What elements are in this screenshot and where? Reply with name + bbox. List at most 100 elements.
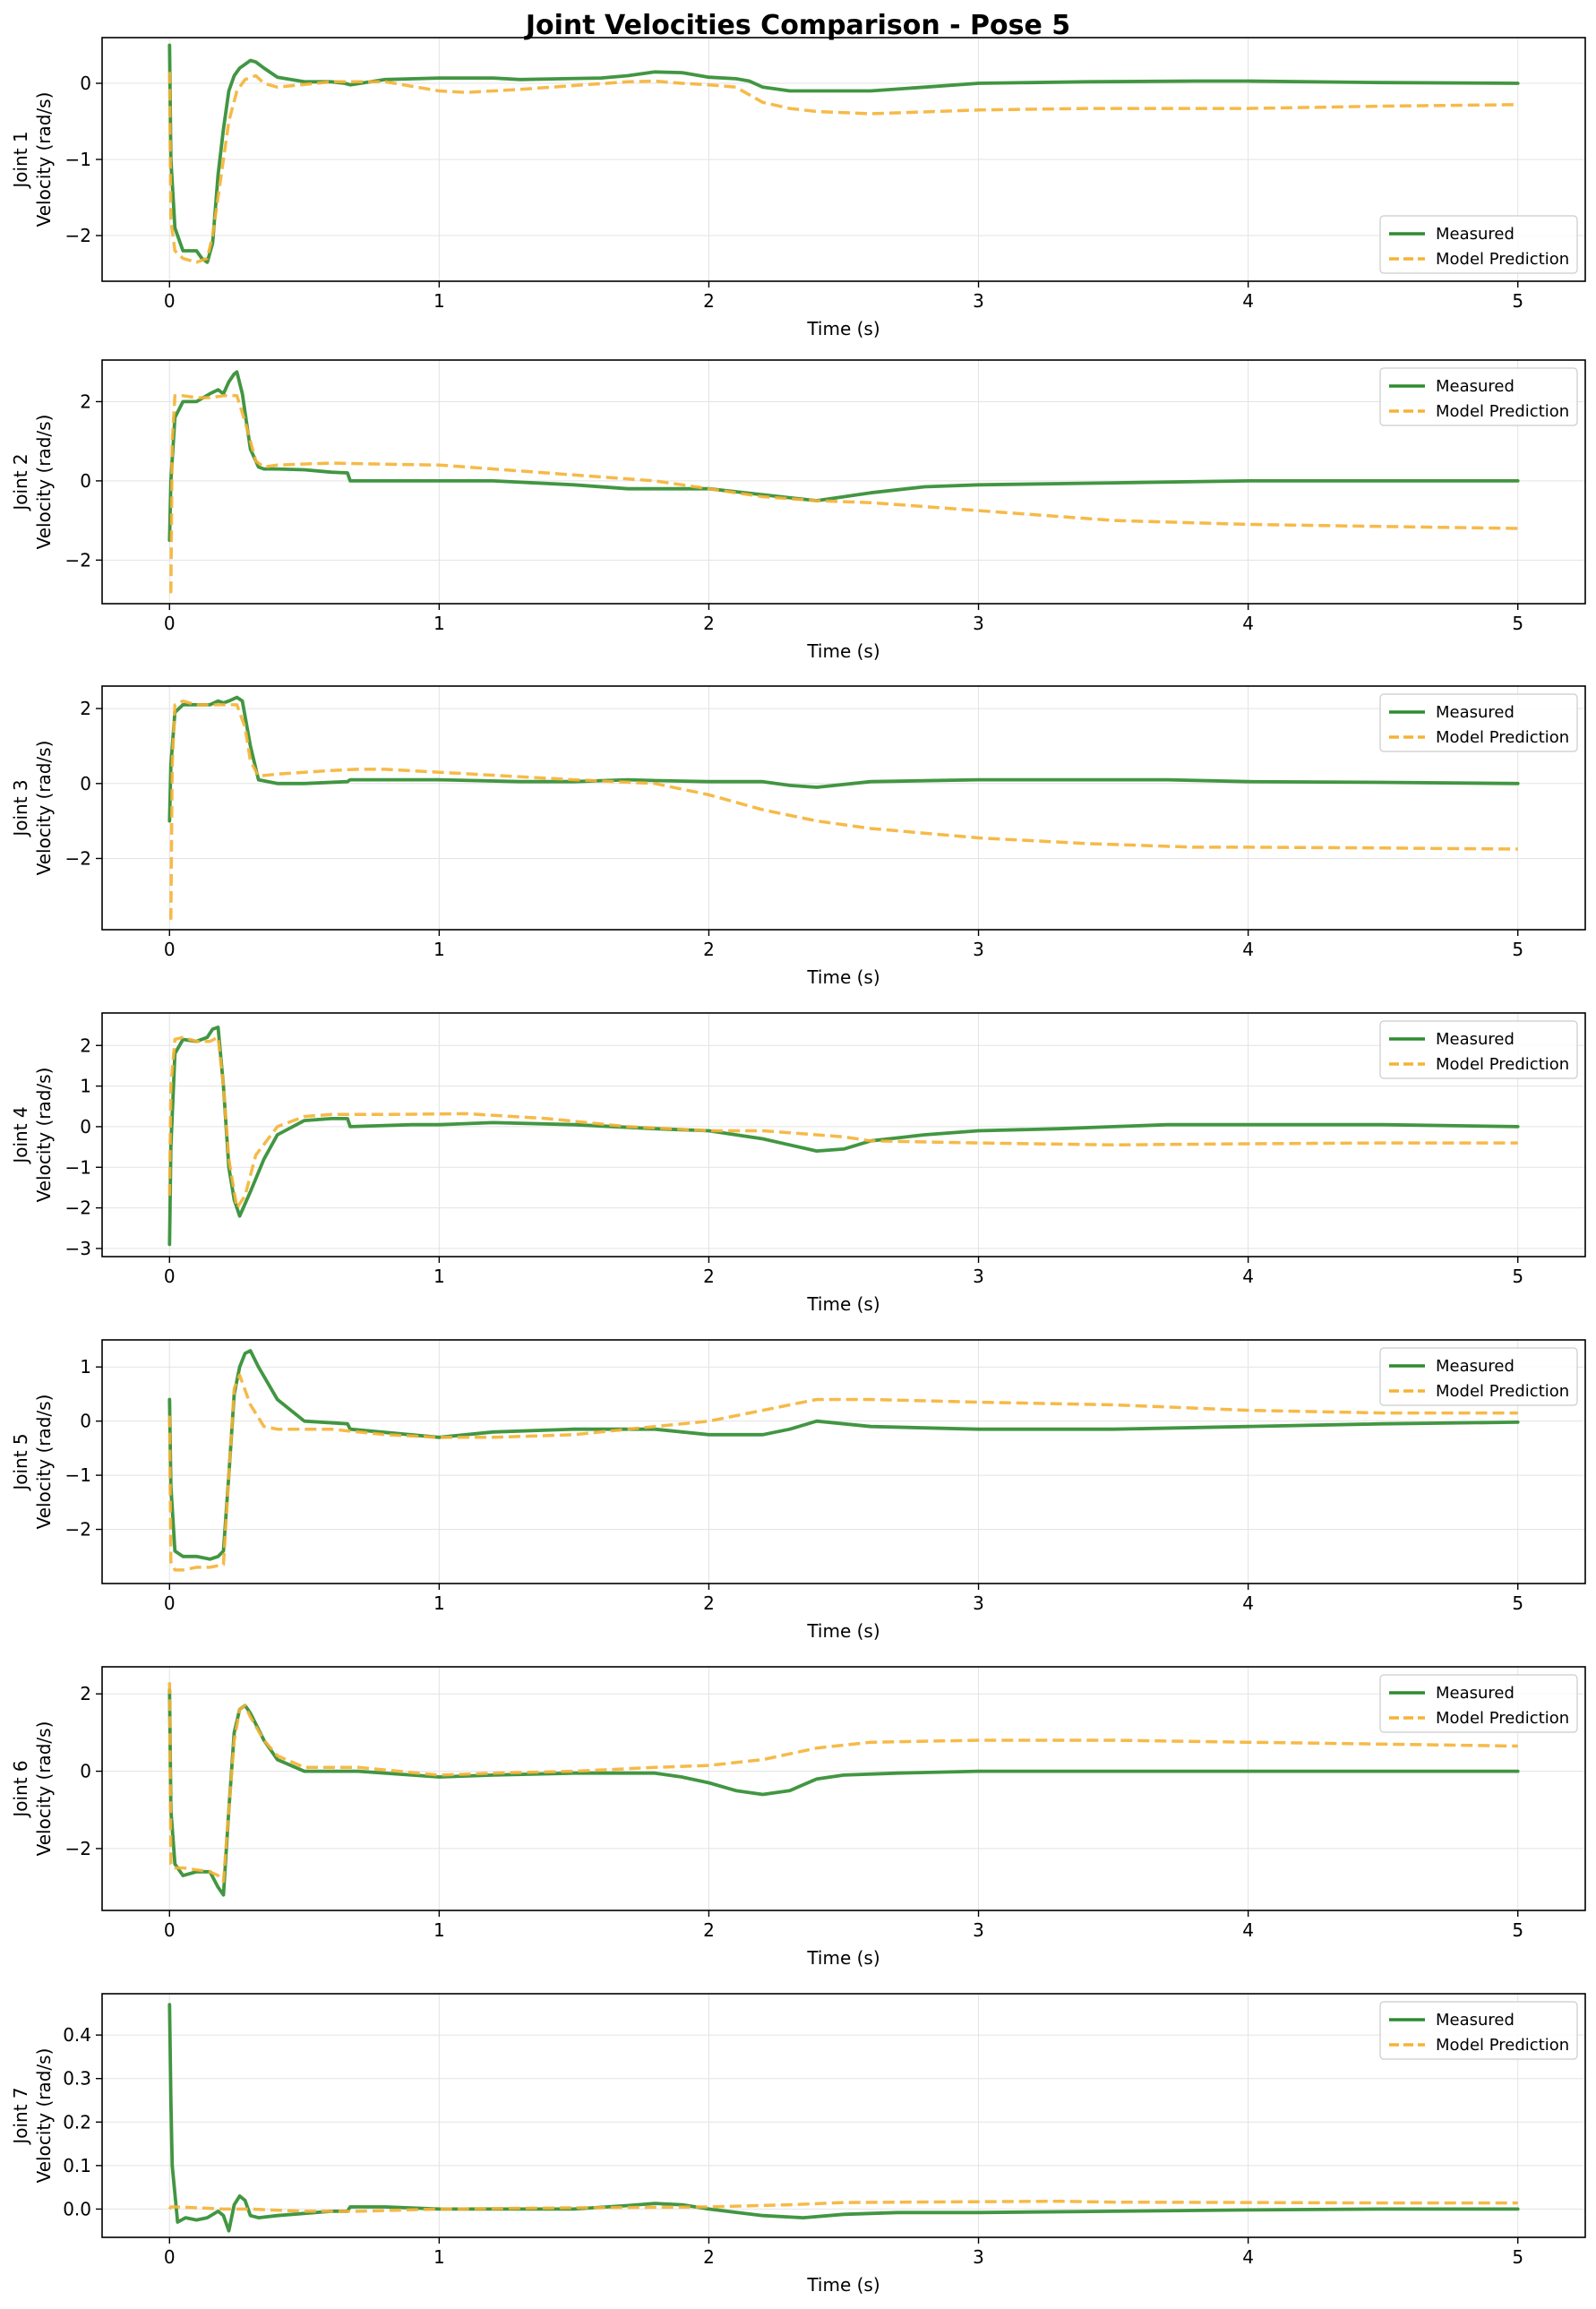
- y-axis-label-line: Joint 1: [10, 131, 31, 189]
- x-tick-label: 2: [703, 1266, 715, 1287]
- legend-label: Model Prediction: [1436, 1055, 1569, 1074]
- y-axis-label-line: Joint 7: [10, 2087, 31, 2145]
- subplot-joint-3: 0 1 2 3 4 5 −2 0 2 Time (s) Joint 3 Velocity (rad/s…: [10, 685, 1586, 988]
- legend: Measured Model Prediction: [1379, 1674, 1578, 1733]
- x-tick-label: 0: [164, 290, 176, 312]
- y-axis-label-line: Joint 2: [10, 453, 31, 511]
- legend-label: Measured: [1436, 225, 1514, 244]
- y-tick-label: 2: [80, 391, 91, 412]
- y-tick-label: 1: [80, 1076, 91, 1097]
- legend-label: Measured: [1436, 2011, 1514, 2030]
- legend-label: Measured: [1436, 703, 1514, 722]
- legend: Measured Model Prediction: [1379, 1347, 1578, 1406]
- legend-box: [1379, 1674, 1578, 1733]
- x-tick-label: 1: [433, 1919, 445, 1941]
- y-tick-label: 0.2: [63, 2111, 91, 2133]
- measured-line: [167, 1026, 1520, 1247]
- x-tick-label: 4: [1242, 1919, 1254, 1941]
- y-tick-label: −1: [65, 1156, 91, 1178]
- legend-label: Measured: [1436, 377, 1514, 396]
- model-prediction-line: [169, 394, 1518, 594]
- x-axis-label: Time (s): [806, 2274, 880, 2296]
- x-axis-label: Time (s): [806, 1620, 880, 1642]
- subplot-joint-6: 0 1 2 3 4 5 −2 0 2 Time (s) Joint 6 Velocity (rad/s…: [10, 1666, 1586, 1969]
- legend: Measured Model Prediction: [1379, 693, 1578, 752]
- subplot-joint-2: 0 1 2 3 4 5 −2 0 2 Time (s) Joint 2 Velocity (rad/s…: [10, 359, 1586, 662]
- x-tick-label: 2: [703, 939, 715, 960]
- y-tick-label: −1: [65, 1464, 91, 1486]
- x-axis-label: Time (s): [806, 640, 880, 662]
- x-tick-label: 0: [164, 1592, 176, 1614]
- x-tick-label: 4: [1242, 2246, 1254, 2268]
- y-axis-label-line: Joint 3: [10, 779, 31, 837]
- x-axis-label: Time (s): [806, 1947, 880, 1969]
- subplot-joint-4: 0 1 2 3 4 5 −3 −2 −1 0 1 2 Time (s) Joint 4 Velocity (…: [10, 1012, 1586, 1315]
- x-tick-label: 0: [164, 1919, 176, 1941]
- axes-frame: [101, 1993, 1586, 2238]
- legend-box: [1379, 215, 1578, 274]
- legend-label: Measured: [1436, 1357, 1514, 1376]
- x-axis-label: Time (s): [806, 318, 880, 339]
- x-tick-label: 1: [433, 290, 445, 312]
- x-tick-label: 5: [1512, 1919, 1523, 1941]
- y-tick-label: −2: [65, 1197, 91, 1219]
- y-axis-label: Joint 2 Velocity (rad/s): [10, 415, 55, 550]
- axes-frame: [101, 359, 1586, 605]
- x-tick-label: 2: [703, 290, 715, 312]
- y-tick-label: 0: [80, 1116, 91, 1137]
- x-tick-label: 2: [703, 613, 715, 634]
- model-prediction-line: [167, 72, 1518, 264]
- y-axis-label-line: Velocity (rad/s): [33, 1395, 55, 1530]
- legend-box: [1379, 693, 1578, 752]
- measured-line: [167, 1688, 1520, 1897]
- y-tick-label: 2: [80, 1683, 91, 1704]
- x-tick-label: 5: [1512, 1266, 1523, 1287]
- legend-box: [1379, 1347, 1578, 1406]
- x-tick-label: 3: [973, 290, 984, 312]
- legend-box: [1379, 1020, 1578, 1079]
- y-tick-label: −2: [65, 1838, 91, 1859]
- legend-label: Measured: [1436, 1030, 1514, 1049]
- y-axis-label: Joint 3 Velocity (rad/s): [10, 741, 55, 876]
- x-tick-label: 5: [1512, 290, 1523, 312]
- y-axis-label: Joint 5 Velocity (rad/s): [10, 1395, 55, 1530]
- y-axis-label-line: Velocity (rad/s): [33, 1068, 55, 1203]
- axes-frame: [101, 1012, 1586, 1258]
- y-axis-label: Joint 1 Velocity (rad/s): [10, 92, 55, 227]
- y-tick-label: 2: [80, 698, 91, 719]
- axes-frame: [101, 1666, 1586, 1911]
- x-tick-label: 4: [1242, 290, 1254, 312]
- x-tick-label: 3: [973, 613, 984, 634]
- model-prediction-line: [169, 699, 1518, 921]
- y-axis-label: Joint 7 Velocity (rad/s): [10, 2048, 55, 2184]
- y-tick-label: −3: [65, 1238, 91, 1259]
- measured-line: [167, 695, 1520, 823]
- legend-label: Measured: [1436, 1684, 1514, 1703]
- x-tick-label: 3: [973, 939, 984, 960]
- x-tick-label: 4: [1242, 1266, 1254, 1287]
- legend: Measured Model Prediction: [1379, 2001, 1578, 2060]
- y-tick-label: 0.0: [63, 2198, 91, 2219]
- figure-title: Joint Velocities Comparison - Pose 5: [524, 10, 1070, 41]
- legend-label: Model Prediction: [1436, 2036, 1569, 2055]
- x-axis-label: Time (s): [806, 966, 880, 988]
- measured-line: [167, 1349, 1520, 1561]
- x-tick-label: 4: [1242, 613, 1254, 634]
- x-tick-label: 1: [433, 939, 445, 960]
- legend-label: Model Prediction: [1436, 250, 1569, 269]
- y-axis-label: Joint 6 Velocity (rad/s): [10, 1721, 55, 1857]
- x-tick-label: 5: [1512, 613, 1523, 634]
- x-tick-label: 0: [164, 613, 176, 634]
- legend: Measured Model Prediction: [1379, 215, 1578, 274]
- axes-frame: [101, 685, 1586, 931]
- legend-box: [1379, 2001, 1578, 2060]
- legend-label: Model Prediction: [1436, 728, 1569, 747]
- y-tick-label: 0.3: [63, 2068, 91, 2090]
- legend: Measured Model Prediction: [1379, 1020, 1578, 1079]
- x-tick-label: 2: [703, 2246, 715, 2268]
- x-tick-label: 5: [1512, 1592, 1523, 1614]
- y-axis-label-line: Velocity (rad/s): [33, 92, 55, 227]
- y-tick-label: 0: [80, 773, 91, 794]
